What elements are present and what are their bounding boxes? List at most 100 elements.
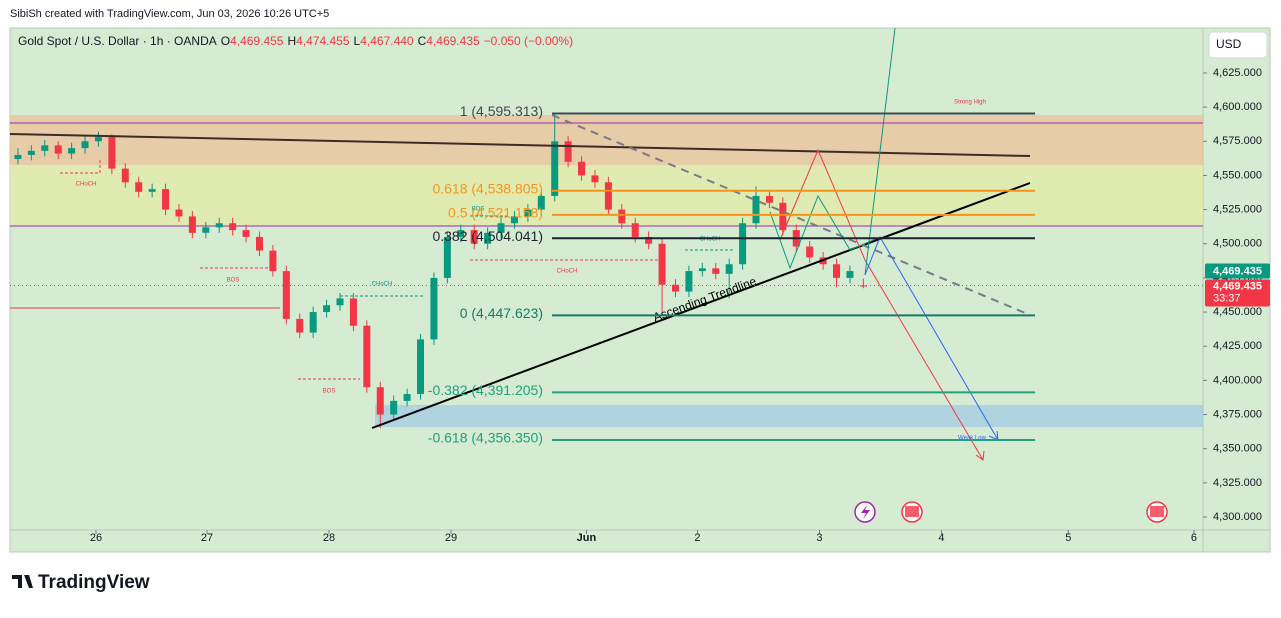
ohlc-key: O [221, 34, 230, 48]
currency[interactable]: USD [1216, 37, 1242, 51]
candle-body [363, 325, 371, 388]
bid-tag-label: 4,469.435 [1213, 265, 1262, 277]
ohlc-value: 4,469.455 [230, 34, 284, 48]
candle-body [457, 230, 465, 237]
candle-body [417, 339, 425, 395]
price-tag-label: 4,469.435 [1213, 280, 1262, 292]
bull-projection [864, 27, 896, 276]
candle-body [484, 232, 492, 244]
fib-label: 0 (4,447.623) [460, 305, 543, 321]
flag [905, 506, 919, 517]
event-icons [854, 501, 1168, 523]
y-tick-label: 4,625.000 [1213, 67, 1262, 79]
choch-label: CHoCH [700, 237, 721, 243]
candle-body [336, 298, 344, 306]
demand-zone [375, 405, 1203, 427]
change: −0.050 (−0.00%) [484, 34, 573, 48]
ascending-trendline [371, 182, 1031, 429]
y-tick-label: 4,550.000 [1213, 169, 1262, 181]
candle-body [229, 223, 237, 231]
chart-pane [9, 27, 1271, 553]
candle-body [215, 223, 223, 228]
fib-label: 0.618 (4,538.805) [432, 180, 543, 196]
x-tick-label: 26 [90, 532, 102, 544]
resistance-line [9, 133, 1031, 157]
candle-body [68, 148, 76, 154]
ohlc-value: 4,469.435 [426, 34, 480, 48]
x-tick-label: 27 [201, 532, 213, 544]
candle-body [148, 189, 156, 192]
candle-body [806, 246, 814, 258]
choch-label: CHoCH [76, 182, 97, 188]
candle-body [765, 195, 773, 203]
symbol: Gold Spot / U.S. Dollar · 1h · OANDA O4,4… [18, 34, 573, 48]
choch-label: CHoCH [372, 282, 393, 288]
candle-body [162, 189, 170, 210]
bos-label: BOS [227, 278, 240, 284]
candle-body [135, 182, 143, 192]
candle-body [309, 312, 317, 333]
candle-body [658, 243, 666, 285]
ohlc-key: C [418, 34, 427, 48]
candle-body [269, 250, 277, 272]
candle-body [524, 209, 532, 217]
choch-label: CHoCH [557, 269, 578, 275]
candle-body [323, 305, 331, 313]
candle-body [255, 236, 263, 251]
currency-button[interactable] [1208, 31, 1268, 59]
candle-body [725, 264, 733, 274]
candle-body [712, 268, 720, 274]
x-tick-label: 4 [938, 532, 944, 544]
candle-body [390, 400, 398, 415]
candle-body [752, 195, 760, 224]
candle-body [376, 387, 384, 415]
candle-body [94, 137, 102, 142]
candle-body [497, 223, 505, 233]
bos-label: BOS [323, 389, 336, 395]
candle-body [564, 141, 572, 162]
candle-body [846, 271, 854, 278]
candle-body [282, 271, 290, 319]
candle-body [242, 230, 250, 237]
candle-body [833, 264, 841, 278]
candle-body [188, 216, 196, 233]
candle-body [430, 277, 438, 340]
candle-body [685, 271, 693, 292]
ohlc-value: 4,467.440 [360, 34, 414, 48]
y-tick-label: 4,300.000 [1213, 511, 1262, 523]
candle-body [470, 230, 478, 244]
flag [1150, 506, 1164, 517]
candle-body [591, 175, 599, 183]
logo-mark [12, 575, 33, 588]
x-tick-label: Jun [577, 532, 597, 544]
candle-body [296, 318, 304, 333]
y-tick-label: 4,600.000 [1213, 101, 1262, 113]
candle-body [202, 227, 210, 233]
lightning [861, 505, 870, 519]
candle-body [41, 145, 49, 151]
fib-label: 1 (4,595.313) [460, 103, 543, 119]
y-tick-label: 4,350.000 [1213, 443, 1262, 455]
candle-body [27, 150, 35, 155]
x-tick-label: 5 [1065, 532, 1071, 544]
candle-body [578, 161, 586, 176]
candle-body [604, 182, 612, 210]
candle-body [81, 141, 89, 149]
y-tick-label: 4,400.000 [1213, 374, 1262, 386]
ohlc-value: 4,474.455 [296, 34, 350, 48]
ohlc-key: L [354, 34, 361, 48]
candle-body [645, 236, 653, 244]
ohlc-key: H [287, 34, 296, 48]
candle-body [121, 168, 129, 183]
arrow-head [975, 450, 985, 461]
candle-body [537, 195, 545, 210]
bos-label: BOS [472, 207, 485, 213]
candle-body [349, 298, 357, 326]
credit: SibiSh created with TradingView.com, Jun… [10, 8, 329, 20]
x-tick-label: 6 [1191, 532, 1197, 544]
candle-body [859, 285, 867, 287]
candle-body [175, 209, 183, 217]
fib-label: -0.382 (4,391.205) [428, 382, 543, 398]
